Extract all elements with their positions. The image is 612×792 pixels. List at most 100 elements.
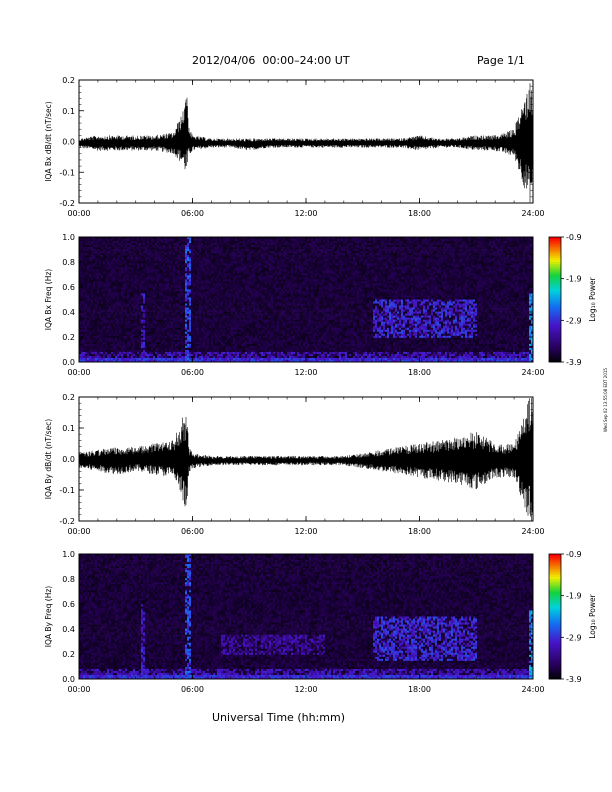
spectrogram-cell: [137, 324, 139, 326]
spectrogram-cell: [107, 306, 109, 308]
spectrogram-cell: [197, 243, 199, 245]
spectrogram-cell: [187, 350, 189, 352]
spectrogram-cell: [125, 358, 127, 360]
spectrogram-cell: [183, 293, 185, 295]
spectrogram-cell: [199, 356, 201, 358]
spectrogram-cell: [183, 251, 185, 253]
spectrogram-cell: [179, 342, 181, 344]
spectrogram-cell: [209, 310, 211, 312]
spectrogram-cell: [205, 308, 207, 310]
spectrogram-cell: [231, 336, 233, 338]
spectrogram-cell: [189, 338, 191, 340]
spectrogram-cell: [191, 316, 193, 318]
spectrogram-cell: [145, 318, 147, 320]
spectrogram-cell: [187, 287, 189, 289]
spectrogram-cell: [153, 352, 155, 354]
spectrogram-cell: [105, 336, 107, 338]
spectrogram-cell: [201, 358, 203, 360]
spectrogram-cell: [117, 334, 119, 336]
spectrogram-cell: [207, 324, 209, 326]
spectrogram-cell: [169, 328, 171, 330]
spectrogram-cell: [177, 245, 179, 247]
spectrogram-cell: [149, 281, 151, 283]
spectrogram-cell: [193, 316, 195, 318]
spectrogram-cell: [137, 241, 139, 243]
spectrogram-cell: [157, 346, 159, 348]
spectrogram-cell: [211, 324, 213, 326]
spectrogram-cell: [91, 330, 93, 332]
spectrogram-cell: [141, 344, 143, 346]
spectrogram-cell: [235, 267, 237, 269]
spectrogram-cell: [157, 275, 159, 277]
spectrogram-cell: [83, 275, 85, 277]
spectrogram-cell: [95, 257, 97, 259]
spectrogram-cell: [201, 255, 203, 257]
spectrogram-cell: [213, 279, 215, 281]
spectrogram-cell: [81, 354, 83, 356]
spectrogram-cell: [157, 253, 159, 255]
spectrogram-cell: [115, 273, 117, 275]
spectrogram-cell: [97, 312, 99, 314]
spectrogram-cell: [213, 328, 215, 330]
spectrogram-cell: [207, 332, 209, 334]
spectrogram-cell: [119, 306, 121, 308]
spectrogram-cell: [107, 342, 109, 344]
spectrogram-cell: [133, 336, 135, 338]
spectrogram-cell: [155, 352, 157, 354]
spectrogram-cell: [153, 257, 155, 259]
spectrogram-cell: [187, 265, 189, 267]
spectrogram-cell: [131, 306, 133, 308]
spectrogram-cell: [183, 304, 185, 306]
spectrogram-cell: [95, 285, 97, 287]
spectrogram-cell: [121, 285, 123, 287]
spectrogram-cell: [111, 243, 113, 245]
spectrogram-cell: [155, 243, 157, 245]
spectrogram-cell: [231, 352, 233, 354]
spectrogram-cell: [121, 255, 123, 257]
spectrogram-cell: [121, 279, 123, 281]
spectrogram-cell: [169, 308, 171, 310]
spectrogram-cell: [101, 283, 103, 285]
spectrogram-cell: [227, 318, 229, 320]
spectrogram-cell: [153, 308, 155, 310]
spectrogram-cell: [189, 245, 191, 247]
spectrogram-cell: [97, 269, 99, 271]
spectrogram-cell: [215, 249, 217, 251]
spectrogram-cell: [111, 308, 113, 310]
spectrogram-cell: [159, 304, 161, 306]
spectrogram-cell: [207, 249, 209, 251]
spectrogram-cell: [101, 267, 103, 269]
spectrogram-cell: [163, 330, 165, 332]
spectrogram-cell: [235, 269, 237, 271]
spectrogram-cell: [203, 297, 205, 299]
spectrogram-cell: [83, 354, 85, 356]
spectrogram-cell: [111, 263, 113, 265]
spectrogram-cell: [95, 338, 97, 340]
spectrogram-cell: [81, 306, 83, 308]
spectrogram-cell: [221, 253, 223, 255]
spectrogram-cell: [205, 269, 207, 271]
spectrogram-cell: [165, 312, 167, 314]
spectrogram-cell: [215, 334, 217, 336]
spectrogram-cell: [95, 350, 97, 352]
spectrogram-cell: [109, 239, 111, 241]
spectrogram-cell: [127, 293, 129, 295]
spectrogram-cell: [195, 241, 197, 243]
spectrogram-cell: [81, 346, 83, 348]
spectrogram-cell: [183, 257, 185, 259]
spectrogram-cell: [175, 277, 177, 279]
spectrogram-cell: [143, 338, 145, 340]
spectrogram-cell: [201, 271, 203, 273]
spectrogram-cell: [143, 350, 145, 352]
spectrogram-cell: [171, 283, 173, 285]
spectrogram-cell: [233, 257, 235, 259]
spectrogram-cell: [195, 281, 197, 283]
spectrogram-cell: [93, 336, 95, 338]
spectrogram-cell: [115, 277, 117, 279]
spectrogram-cell: [151, 289, 153, 291]
spectrogram-cell: [211, 247, 213, 249]
spectrogram-cell: [109, 302, 111, 304]
spectrogram-cell: [177, 344, 179, 346]
spectrogram-cell: [117, 312, 119, 314]
spectrogram-cell: [173, 265, 175, 267]
